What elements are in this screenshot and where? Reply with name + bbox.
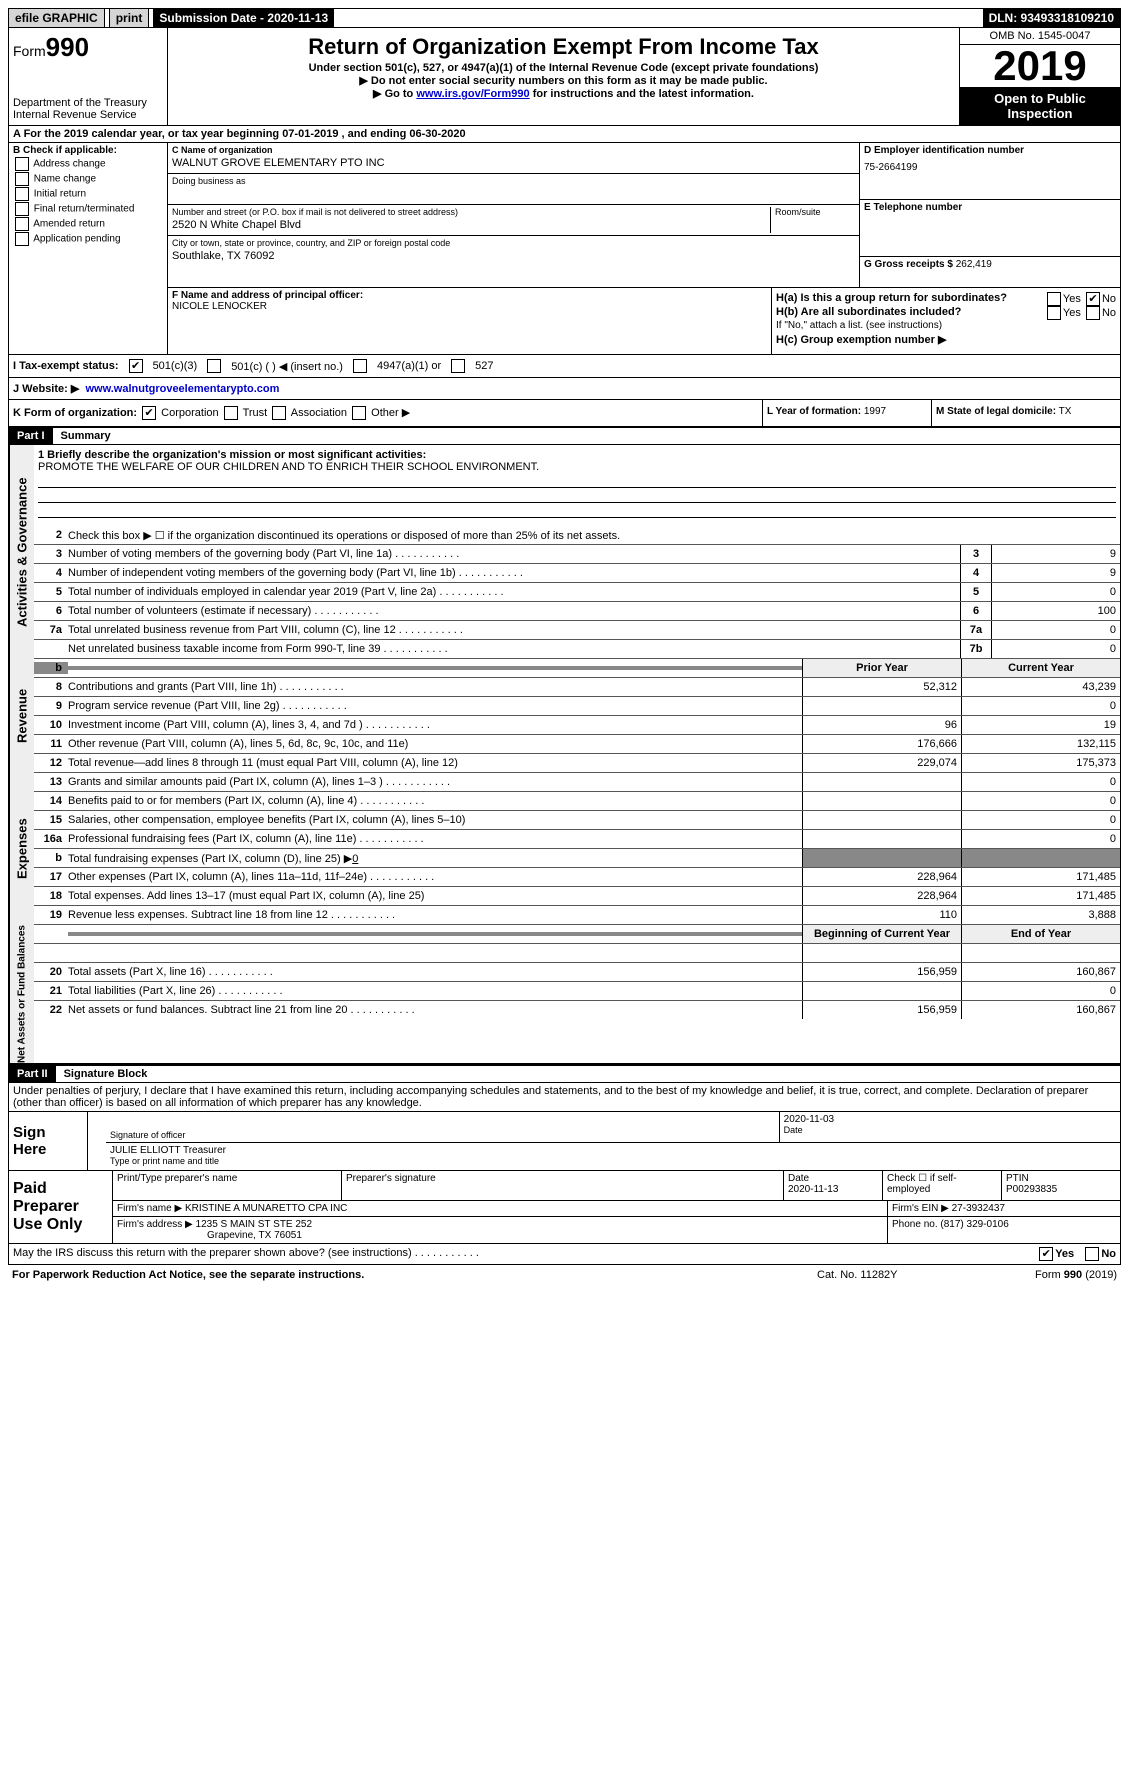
- line-17: Other expenses (Part IX, column (A), lin…: [68, 869, 802, 885]
- line-21: Total liabilities (Part X, line 26): [68, 983, 802, 999]
- vtab-activities: Activities & Governance: [9, 445, 34, 659]
- line-8: Contributions and grants (Part VIII, lin…: [68, 679, 802, 695]
- line-7b: Net unrelated business taxable income fr…: [68, 641, 960, 657]
- self-employed-check[interactable]: Check ☐ if self-employed: [883, 1171, 1002, 1200]
- dept-treasury: Department of the Treasury Internal Reve…: [13, 97, 163, 121]
- phone-cell: E Telephone number: [860, 200, 1120, 257]
- line-12: Total revenue—add lines 8 through 11 (mu…: [68, 755, 802, 771]
- line-19: Revenue less expenses. Subtract line 18 …: [68, 907, 802, 923]
- sig-date-label: Date: [784, 1125, 1116, 1135]
- efile-button[interactable]: efile GRAPHIC: [9, 9, 105, 27]
- perjury-statement: Under penalties of perjury, I declare th…: [8, 1083, 1121, 1112]
- part1-header: Part I: [9, 428, 53, 444]
- hdr-current-year: Current Year: [961, 659, 1120, 677]
- officer-name-label: Type or print name and title: [110, 1156, 1116, 1166]
- chk-527[interactable]: [451, 359, 465, 373]
- line-2: Check this box ▶ ☐ if the organization d…: [68, 527, 1120, 544]
- part1-title: Summary: [53, 428, 119, 444]
- line-1: 1 Briefly describe the organization's mi…: [34, 445, 1120, 526]
- discuss-with-preparer: May the IRS discuss this return with the…: [8, 1244, 1121, 1265]
- dln: DLN: 93493318109210: [983, 9, 1120, 27]
- line-18: Total expenses. Add lines 13–17 (must eq…: [68, 888, 802, 904]
- sign-here-label: Sign Here: [9, 1112, 88, 1170]
- firm-name: KRISTINE A MUNARETTO CPA INC: [185, 1203, 347, 1214]
- subtitle-2: ▶ Do not enter social security numbers o…: [172, 74, 955, 87]
- chk-address-change[interactable]: Address change: [13, 157, 163, 171]
- vtab-net-assets: Net Assets or Fund Balances: [9, 925, 34, 1063]
- form-number: Form990: [13, 32, 163, 63]
- line-15: Salaries, other compensation, employee b…: [68, 812, 802, 828]
- chk-other[interactable]: [352, 406, 366, 420]
- chk-4947[interactable]: [353, 359, 367, 373]
- line-6: Total number of volunteers (estimate if …: [68, 603, 960, 619]
- submission-date-label: Submission Date - 2020-11-13: [153, 9, 334, 27]
- paid-preparer-label: Paid Preparer Use Only: [9, 1171, 113, 1243]
- line-10: Investment income (Part VIII, column (A)…: [68, 717, 802, 733]
- line-22: Net assets or fund balances. Subtract li…: [68, 1002, 802, 1018]
- city-cell: City or town, state or province, country…: [168, 236, 859, 266]
- line-14: Benefits paid to or for members (Part IX…: [68, 793, 802, 809]
- print-button[interactable]: print: [109, 9, 150, 27]
- line-11: Other revenue (Part VIII, column (A), li…: [68, 736, 802, 752]
- subtitle-1: Under section 501(c), 527, or 4947(a)(1)…: [172, 62, 955, 74]
- row-klm: K Form of organization: Corporation Trus…: [8, 400, 1121, 428]
- irs-link[interactable]: www.irs.gov/Form990: [416, 88, 529, 100]
- chk-final-return[interactable]: Final return/terminated: [13, 202, 163, 216]
- discuss-yes[interactable]: [1039, 1247, 1053, 1261]
- hdr-end: End of Year: [961, 925, 1120, 943]
- gross-receipts-cell: G Gross receipts $ 262,419: [860, 257, 1120, 287]
- form-title: Return of Organization Exempt From Incom…: [172, 34, 955, 60]
- chk-app-pending[interactable]: Application pending: [13, 232, 163, 246]
- website-link[interactable]: www.walnutgroveelementarypto.com: [85, 383, 279, 395]
- line-4: Number of independent voting members of …: [68, 565, 960, 581]
- chk-initial-return[interactable]: Initial return: [13, 187, 163, 201]
- hdr-prior-year: Prior Year: [802, 659, 961, 677]
- cat-no: Cat. No. 11282Y: [817, 1269, 977, 1281]
- top-bar: efile GRAPHIC print Submission Date - 20…: [8, 8, 1121, 28]
- tax-year: 2019: [960, 45, 1120, 87]
- org-name-cell: C Name of organization WALNUT GROVE ELEM…: [168, 143, 859, 174]
- address-cell: Number and street (or P.O. box if mail i…: [168, 205, 859, 236]
- line-20: Total assets (Part X, line 16): [68, 964, 802, 980]
- row-a-tax-year: A For the 2019 calendar year, or tax yea…: [8, 126, 1121, 143]
- sig-officer-label: Signature of officer: [110, 1130, 775, 1140]
- dba-cell: Doing business as: [168, 174, 859, 205]
- website-row: J Website: ▶ www.walnutgroveelementarypt…: [8, 378, 1121, 400]
- chk-501c3[interactable]: [129, 359, 143, 373]
- discuss-no[interactable]: [1085, 1247, 1099, 1261]
- part2-title: Signature Block: [56, 1066, 156, 1082]
- pra-notice: For Paperwork Reduction Act Notice, see …: [12, 1269, 817, 1281]
- chk-corp[interactable]: [142, 406, 156, 420]
- chk-trust[interactable]: [224, 406, 238, 420]
- form-footer: Form 990 (2019): [977, 1269, 1117, 1281]
- principal-officer: F Name and address of principal officer:…: [168, 288, 772, 354]
- chk-name-change[interactable]: Name change: [13, 172, 163, 186]
- line-3: Number of voting members of the governin…: [68, 546, 960, 562]
- line-9: Program service revenue (Part VIII, line…: [68, 698, 802, 714]
- tax-exempt-status: I Tax-exempt status: 501(c)(3) 501(c) ( …: [8, 355, 1121, 378]
- chk-assoc[interactable]: [272, 406, 286, 420]
- officer-name: JULIE ELLIOTT Treasurer: [110, 1145, 1116, 1156]
- form-header: Form990 Department of the Treasury Inter…: [8, 28, 1121, 126]
- line-16a: Professional fundraising fees (Part IX, …: [68, 831, 802, 847]
- vtab-revenue: Revenue: [9, 659, 34, 773]
- line-5: Total number of individuals employed in …: [68, 584, 960, 600]
- vtab-expenses: Expenses: [9, 773, 34, 925]
- open-to-public: Open to Public Inspection: [960, 87, 1120, 125]
- line-16b: Total fundraising expenses (Part IX, col…: [68, 850, 802, 867]
- group-return: H(a) Is this a group return for subordin…: [772, 288, 1120, 354]
- chk-501c[interactable]: [207, 359, 221, 373]
- section-b-checkboxes: B Check if applicable: Address change Na…: [9, 143, 168, 355]
- line-7a: Total unrelated business revenue from Pa…: [68, 622, 960, 638]
- hdr-beginning: Beginning of Current Year: [802, 925, 961, 943]
- line-13: Grants and similar amounts paid (Part IX…: [68, 774, 802, 790]
- part2-header: Part II: [9, 1066, 56, 1082]
- subtitle-3: ▶ Go to www.irs.gov/Form990 for instruct…: [172, 87, 955, 100]
- ein-cell: D Employer identification number 75-2664…: [860, 143, 1120, 200]
- sig-date: 2020-11-03: [784, 1114, 1116, 1125]
- chk-amended[interactable]: Amended return: [13, 217, 163, 231]
